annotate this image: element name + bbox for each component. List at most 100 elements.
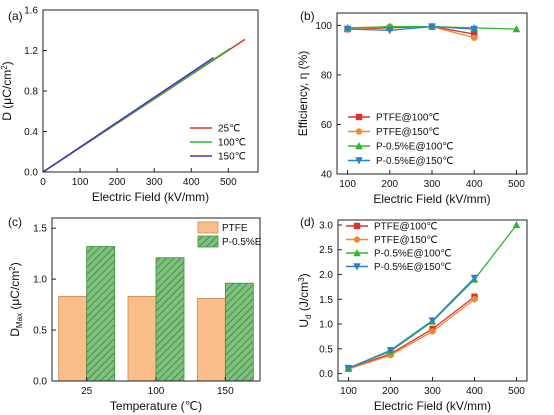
y-label-sub: Max [15,313,24,328]
x-tick-label: 0 [40,177,46,188]
plot-frame [51,217,261,382]
y-label-sub: d [304,315,313,319]
y-tick-label: 0.4 [24,127,38,138]
legend-marker [353,263,361,271]
y-tick-label: 60 [321,120,333,131]
legend-swatch [197,235,219,248]
legend-marker [353,249,361,257]
legend-item: P-0.5%E@100℃ [346,249,452,260]
x-tick-label: 500 [508,386,525,397]
data-point [512,25,521,33]
y-tick-label: 2.5 [319,245,333,256]
data-point [471,30,478,38]
x-tick-label: 400 [466,386,483,397]
legend-marker [355,128,363,135]
panel-label: (d) [300,215,315,229]
legend-label: 25℃ [218,124,240,135]
legend-label: P-0.5%E@100℃ [376,142,454,153]
legend: PTFE@100℃ PTFE@150℃ P-0.5%E@100℃ P-0.5%E@15… [348,113,454,167]
y-tick-label: 100 [315,21,332,32]
x-tick-label: 300 [424,386,441,397]
y-label-end: ) [297,273,311,277]
y-tick-label: 0.0 [24,168,38,179]
x-tick-label: 200 [382,386,399,397]
legend-item: P-0.5%E@150℃ [346,262,452,273]
plot-frame [336,12,528,175]
legend-marker [353,236,361,243]
legend-label: PTFE@150℃ [374,235,438,246]
x-axis-label: Temperature (℃) [110,399,202,413]
legend-marker [353,222,361,230]
bar-PTFE-150 [196,298,226,382]
series-line [348,296,475,370]
x-tick-label: 100 [72,177,89,188]
x-tick-label: 100 [339,179,356,190]
y-tick-label: 0.0 [33,377,47,388]
x-tick-label: 300 [146,177,163,188]
legend-item: 25℃ [190,124,240,135]
data-point [470,274,479,282]
data-point [512,220,521,229]
y-tick-label: 1.5 [33,224,47,235]
data-point [428,317,437,325]
y-label-sup: 2 [0,65,9,70]
panel-label: (a) [8,9,23,23]
series-line [348,298,475,370]
data-point [343,25,352,34]
legend-label: PTFE [222,223,248,234]
bar-PTFE-25 [58,296,88,382]
legend-item: PTFE [197,221,248,234]
y-label-end: ) [0,61,14,65]
legend: PTFE@100℃ PTFE@150℃ P-0.5%E@100℃ P-0.5%E@15… [346,222,452,273]
legend-item: 100℃ [190,138,246,149]
y-tick-label: 1.2 [24,46,38,57]
y-label-main: D [8,328,22,337]
x-tick-label: 100 [340,386,357,397]
chart-panel-3: (c) 0.0 0.5 1.0 1.5 25 100 150 Temperature (℃) DM… [8,215,262,413]
y-axis-label: Ud (J/cm3) [297,273,313,327]
data-point [471,34,478,41]
data-point [385,27,394,35]
series-PTFE@100℃ [345,293,478,372]
series-P-0.5%E@150℃ [343,23,479,35]
legend-item: P-0.5%E@150℃ [348,156,454,167]
y-tick-label: 2.0 [319,270,333,281]
legend-label: P-0.5%E@100℃ [374,249,452,260]
series-line [347,25,475,31]
legend-item: PTFE@100℃ [346,222,438,233]
bar-P-0.5%E-150 [224,282,254,382]
y-label-unit: (J/cm [297,282,311,315]
legend-label: PTFE@100℃ [374,222,438,233]
x-tick-label: 25 [81,386,93,397]
legend-item: PTFE@150℃ [346,235,438,246]
y-tick-label: 1.6 [24,6,38,17]
y-tick-label: 1.0 [319,320,333,331]
legend-label: P-0.5%E [222,237,262,248]
legend-label: 100℃ [218,138,246,149]
y-label-sup: 2 [8,266,17,271]
y-tick-label: 0.0 [319,369,333,380]
data-point [471,296,478,303]
legend-marker [355,113,363,121]
x-tick-label: 500 [220,177,237,188]
legend-label: 150℃ [218,152,246,163]
x-axis-label: Electric Field (kV/mm) [374,399,491,413]
bar-PTFE-100 [127,296,157,382]
y-label-unit: μC/cm [0,70,14,105]
x-tick-label: 300 [424,179,441,190]
plot-frame [337,219,528,382]
y-label-main: D ( [0,105,14,121]
y-label-unit: (μC/cm [8,271,22,313]
y-axis-label: D (μC/cm2) [0,61,14,120]
legend-item: P-0.5%E@100℃ [348,142,454,153]
series-line [348,224,518,369]
x-tick-label: 200 [109,177,126,188]
series-P-0.5%E@150℃ [344,274,479,373]
series-PTFE@100℃ [344,23,478,38]
legend: 25℃ 100℃ 150℃ [190,124,246,163]
plot-frame [42,9,259,173]
chart-panel-1: (a) 0.0 0.4 0.8 1.2 1.6 0 100 200 300 400 500 Electr… [0,6,259,204]
x-tick-label: 400 [183,177,200,188]
chart-panel-2: (b) 40 60 80 100 100 200 300 400 500 Electric Fiel… [296,9,528,206]
